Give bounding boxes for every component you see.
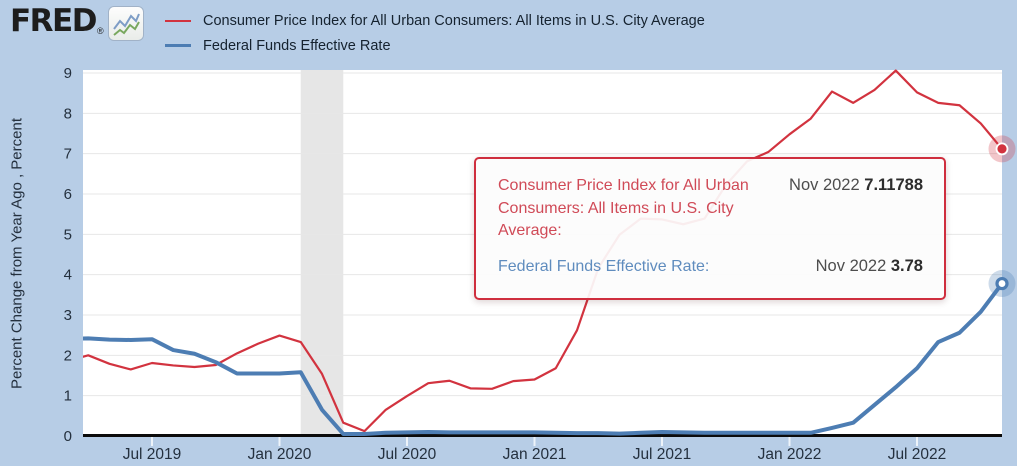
legend-label-fedfunds: Federal Funds Effective Rate bbox=[203, 37, 391, 54]
fedfunds-line-swatch bbox=[165, 44, 191, 47]
tooltip-row-cpi: Consumer Price Index for All Urban Consu… bbox=[498, 175, 923, 243]
legend-item-fedfunds[interactable]: Federal Funds Effective Rate bbox=[165, 33, 705, 58]
y-tick-label: 1 bbox=[64, 388, 72, 405]
y-tick-label: 7 bbox=[64, 146, 72, 163]
y-tick-label: 8 bbox=[64, 105, 72, 122]
x-tick-label: Jul 2021 bbox=[633, 446, 692, 463]
tooltip-date-fedfunds: Nov 2022 bbox=[815, 257, 887, 276]
tooltip-label-fedfunds: Federal Funds Effective Rate: bbox=[498, 258, 710, 276]
x-tick-label: Jan 2020 bbox=[248, 446, 312, 463]
x-tick-label: Jul 2019 bbox=[123, 446, 182, 463]
line-chart-icon bbox=[108, 7, 143, 40]
tooltip-value-cpi: Nov 2022 7.11788 bbox=[789, 175, 923, 195]
y-tick-label: 0 bbox=[64, 428, 72, 445]
tooltip-row-fedfunds: Federal Funds Effective Rate: Nov 2022 3… bbox=[498, 256, 923, 279]
x-tick-label: Jul 2020 bbox=[378, 446, 437, 463]
registered-trademark: ® bbox=[96, 26, 104, 36]
tooltip-value-fedfunds: Nov 2022 3.78 bbox=[816, 256, 923, 276]
hover-tooltip: Consumer Price Index for All Urban Consu… bbox=[474, 157, 946, 300]
tooltip-number-cpi: 7.11788 bbox=[864, 176, 923, 194]
tooltip-number-fedfunds: 3.78 bbox=[890, 257, 923, 276]
cpi-line-swatch bbox=[165, 19, 191, 22]
fred-logo[interactable]: FRED ® bbox=[10, 4, 143, 40]
chart-legend: Consumer Price Index for All Urban Consu… bbox=[165, 8, 705, 58]
y-tick-label: 4 bbox=[64, 267, 72, 284]
fed-funds-end-marker[interactable] bbox=[995, 276, 1009, 291]
legend-item-cpi[interactable]: Consumer Price Index for All Urban Consu… bbox=[165, 8, 705, 33]
y-tick-label: 9 bbox=[64, 65, 72, 82]
fed-funds-line[interactable] bbox=[67, 282, 1002, 436]
x-tick-label: Jan 2022 bbox=[758, 446, 822, 463]
fred-logo-text: FRED bbox=[10, 3, 97, 39]
y-tick-label: 2 bbox=[64, 347, 72, 364]
y-tick-label: 3 bbox=[64, 307, 72, 324]
tooltip-date-cpi: Nov 2022 bbox=[789, 176, 860, 194]
y-tick-label: 6 bbox=[64, 186, 72, 203]
x-tick-label: Jan 2021 bbox=[503, 446, 567, 463]
cpi-line[interactable] bbox=[67, 69, 1002, 433]
cpi-end-marker[interactable] bbox=[995, 142, 1009, 156]
x-tick-label: Jul 2022 bbox=[888, 446, 947, 463]
tooltip-label-cpi: Consumer Price Index for All Urban Consu… bbox=[498, 177, 749, 240]
legend-label-cpi: Consumer Price Index for All Urban Consu… bbox=[203, 12, 705, 29]
y-tick-label: 5 bbox=[64, 226, 72, 243]
